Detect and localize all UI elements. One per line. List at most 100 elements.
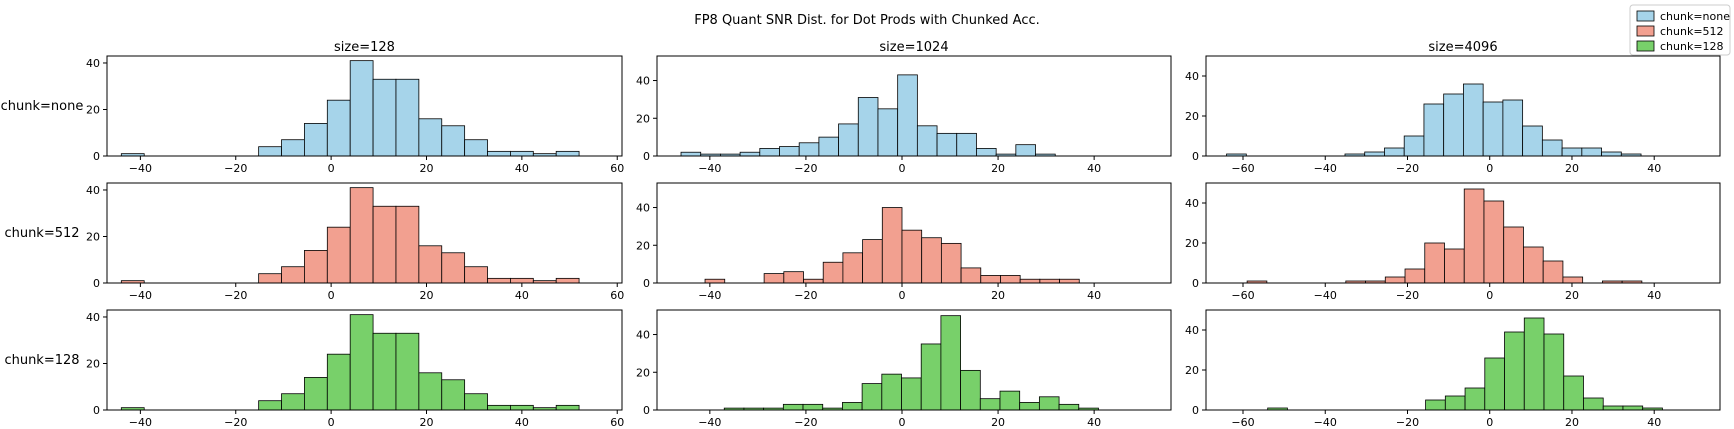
x-tick-label: 0 — [1486, 416, 1493, 429]
histogram-bar — [861, 383, 883, 411]
figure-title: FP8 Quant SNR Dist. for Dot Prods with C… — [694, 13, 1040, 28]
x-tick-label: 0 — [898, 416, 905, 429]
histogram-bar — [464, 139, 488, 157]
histogram-panel: −40 −20 0 20 40 0 20 40 — [636, 55, 1172, 175]
histogram-panel: −40 −20 0 20 40 60 0 20 40 — [86, 182, 624, 302]
x-tick-label: 20 — [1565, 162, 1579, 175]
histogram-bar — [842, 402, 863, 411]
histogram-bar — [1425, 399, 1446, 411]
legend-label: chunk=512 — [1660, 25, 1724, 38]
axes-frame — [656, 182, 1172, 284]
histogram-bar — [838, 123, 859, 157]
histogram-panel: −60 −40 −20 0 20 40 0 20 40 — [1185, 182, 1721, 302]
y-tick-label: 40 — [1185, 197, 1199, 210]
y-tick-label: 40 — [1185, 324, 1199, 337]
histogram-bar — [1563, 375, 1584, 411]
axes-frame — [656, 309, 1172, 411]
histogram-bar — [881, 207, 903, 284]
y-tick-label: 0 — [1192, 404, 1199, 417]
x-tick-label: 40 — [1647, 289, 1661, 302]
x-tick-label: −40 — [698, 162, 721, 175]
histogram-bar — [304, 123, 328, 157]
histogram-bar — [759, 148, 780, 157]
histogram-bar — [739, 151, 761, 157]
x-tick-label: −20 — [794, 416, 817, 429]
histogram-bar — [1364, 151, 1385, 157]
y-tick-label: 20 — [636, 112, 650, 125]
y-tick-label: 40 — [636, 75, 650, 88]
histogram-panel: −60 −40 −20 0 20 40 0 20 40 — [1185, 309, 1721, 429]
x-tick-label: 40 — [515, 162, 529, 175]
x-tick-label: 0 — [1486, 289, 1493, 302]
y-tick-label: 40 — [1185, 70, 1199, 83]
histogram-bar — [395, 205, 420, 284]
histogram-bar — [418, 118, 443, 157]
histogram-bar — [980, 275, 1001, 284]
histogram-bar — [1562, 276, 1584, 284]
histogram-bar — [802, 403, 824, 411]
histogram-bar — [1039, 278, 1060, 284]
histogram-bar — [304, 377, 328, 411]
x-tick-label: 20 — [419, 416, 433, 429]
histogram-bar — [704, 278, 726, 284]
histogram-bar — [916, 125, 938, 157]
histogram-bar — [803, 278, 824, 284]
y-tick-label: 20 — [86, 230, 100, 243]
y-tick-label: 20 — [86, 357, 100, 370]
x-tick-label: 60 — [610, 162, 624, 175]
histogram-bar — [1403, 135, 1425, 157]
histogram-bar — [281, 139, 305, 157]
histogram-bar — [418, 245, 443, 284]
legend-box — [1629, 4, 1731, 56]
axes-frame — [106, 182, 623, 284]
legend-swatch — [1636, 10, 1655, 22]
histogram-bar — [956, 132, 977, 157]
histogram-bar — [1038, 396, 1060, 411]
histogram-bar — [349, 60, 374, 157]
histogram-bar — [1561, 147, 1583, 157]
histogram-panel: −60 −40 −20 0 20 40 0 20 40 — [1185, 55, 1721, 175]
histogram-bar — [441, 379, 466, 411]
y-tick-label: 40 — [86, 57, 100, 70]
histogram-bar — [1482, 101, 1504, 157]
x-tick-label: −20 — [794, 162, 817, 175]
histogram-bar — [372, 205, 397, 284]
histogram-bar — [555, 277, 580, 284]
histogram-bar — [680, 151, 702, 157]
histogram-bar — [842, 252, 864, 284]
histogram-bar — [798, 142, 820, 157]
histogram-bar — [940, 315, 962, 411]
histogram-bar — [763, 273, 785, 284]
column-title: size=1024 — [879, 40, 948, 55]
axes-frame — [656, 55, 1172, 157]
histogram-bar — [510, 150, 534, 157]
histogram-bar — [920, 343, 942, 411]
y-tick-label: 20 — [636, 366, 650, 379]
histogram-bar — [783, 271, 804, 284]
y-tick-label: 0 — [93, 404, 100, 417]
histogram-bar — [281, 393, 305, 411]
histogram-bar — [487, 150, 511, 157]
histogram-panel: −40 −20 0 20 40 60 0 20 40 — [86, 55, 624, 175]
histogram-bar — [1523, 317, 1545, 411]
x-tick-label: 0 — [328, 162, 335, 175]
y-tick-label: 40 — [86, 184, 100, 197]
histogram-bar — [976, 148, 997, 157]
axes-frame — [106, 309, 623, 411]
histogram-bar — [897, 74, 918, 157]
x-tick-label: −20 — [1396, 289, 1419, 302]
histogram-bar — [487, 277, 511, 284]
histogram-bar — [326, 99, 351, 157]
x-tick-label: 40 — [515, 416, 529, 429]
histogram-bar — [1463, 188, 1485, 284]
histogram-bar — [1444, 395, 1466, 411]
x-tick-label: 20 — [991, 289, 1005, 302]
x-tick-label: −20 — [794, 289, 817, 302]
y-tick-label: 20 — [636, 239, 650, 252]
histogram-bar — [1523, 246, 1544, 284]
histogram-bar — [1015, 144, 1036, 157]
x-tick-label: 20 — [1565, 416, 1579, 429]
x-tick-label: −40 — [698, 416, 721, 429]
histogram-bar — [779, 146, 800, 157]
